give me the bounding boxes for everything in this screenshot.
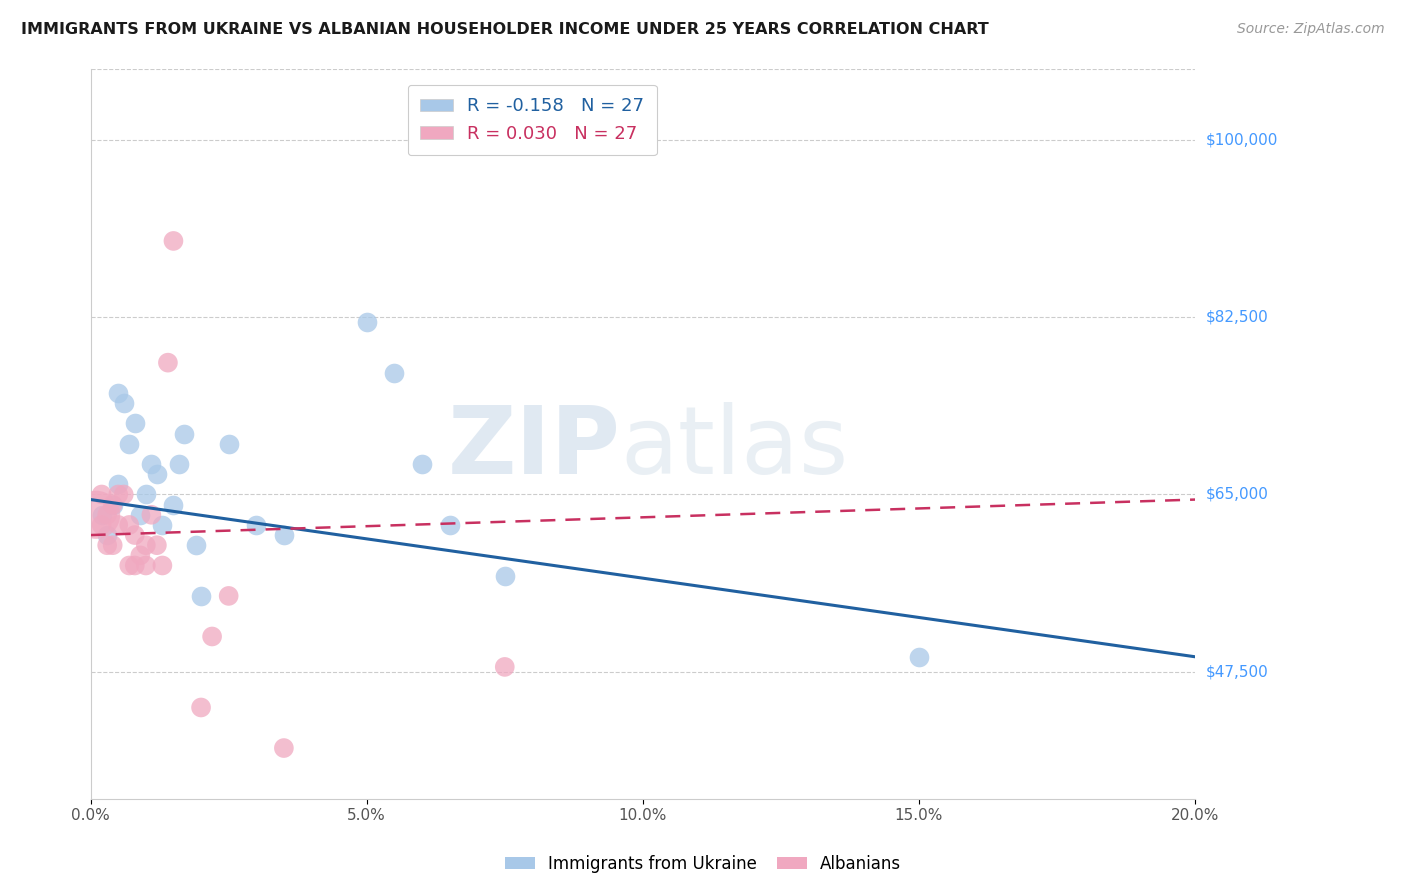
Point xyxy=(101,498,124,512)
Point xyxy=(90,487,112,501)
Point xyxy=(152,558,174,573)
Point xyxy=(135,487,157,501)
Point xyxy=(167,457,190,471)
Point xyxy=(218,437,240,451)
Point xyxy=(118,558,141,573)
Text: $100,000: $100,000 xyxy=(1206,132,1278,147)
Text: $82,500: $82,500 xyxy=(1206,310,1268,325)
Point xyxy=(96,528,118,542)
Point xyxy=(411,457,433,471)
Point xyxy=(494,660,516,674)
Text: IMMIGRANTS FROM UKRAINE VS ALBANIAN HOUSEHOLDER INCOME UNDER 25 YEARS CORRELATIO: IMMIGRANTS FROM UKRAINE VS ALBANIAN HOUS… xyxy=(21,22,988,37)
Point xyxy=(90,517,112,532)
Point xyxy=(162,234,184,248)
Point xyxy=(124,528,146,542)
Point xyxy=(201,630,224,644)
Point xyxy=(101,498,124,512)
Point xyxy=(118,437,141,451)
Point xyxy=(124,558,146,573)
Point xyxy=(190,700,212,714)
Point xyxy=(135,558,157,573)
Point xyxy=(141,508,163,522)
Point xyxy=(184,538,207,552)
Legend: R = -0.158   N = 27, R = 0.030   N = 27: R = -0.158 N = 27, R = 0.030 N = 27 xyxy=(408,85,657,155)
Text: ZIP: ZIP xyxy=(449,402,620,494)
Point xyxy=(146,467,169,482)
Text: atlas: atlas xyxy=(620,402,849,494)
Point xyxy=(101,538,124,552)
Text: $65,000: $65,000 xyxy=(1206,487,1270,502)
Point xyxy=(107,517,129,532)
Point xyxy=(96,508,118,522)
Point xyxy=(96,538,118,552)
Point xyxy=(162,498,184,512)
Point xyxy=(245,517,267,532)
Point xyxy=(173,426,195,441)
Point xyxy=(107,487,129,501)
Point xyxy=(908,649,931,664)
Point xyxy=(218,589,240,603)
Point xyxy=(90,508,112,522)
Point xyxy=(107,477,129,491)
Point xyxy=(152,517,174,532)
Point xyxy=(141,457,163,471)
Point xyxy=(382,366,405,380)
Point xyxy=(107,386,129,401)
Point xyxy=(118,517,141,532)
Point xyxy=(439,517,461,532)
Point xyxy=(129,508,152,522)
Point xyxy=(494,568,516,582)
Point xyxy=(129,549,152,563)
Point xyxy=(156,356,179,370)
Point xyxy=(112,487,135,501)
Point xyxy=(273,741,295,756)
Legend: Immigrants from Ukraine, Albanians: Immigrants from Ukraine, Albanians xyxy=(498,848,908,880)
Text: $47,500: $47,500 xyxy=(1206,665,1268,680)
Point xyxy=(146,538,169,552)
Point xyxy=(135,538,157,552)
Point xyxy=(273,528,295,542)
Point xyxy=(124,417,146,431)
Text: Source: ZipAtlas.com: Source: ZipAtlas.com xyxy=(1237,22,1385,37)
Point xyxy=(112,396,135,410)
Point xyxy=(190,589,212,603)
Point xyxy=(84,508,107,522)
Point xyxy=(356,315,378,329)
